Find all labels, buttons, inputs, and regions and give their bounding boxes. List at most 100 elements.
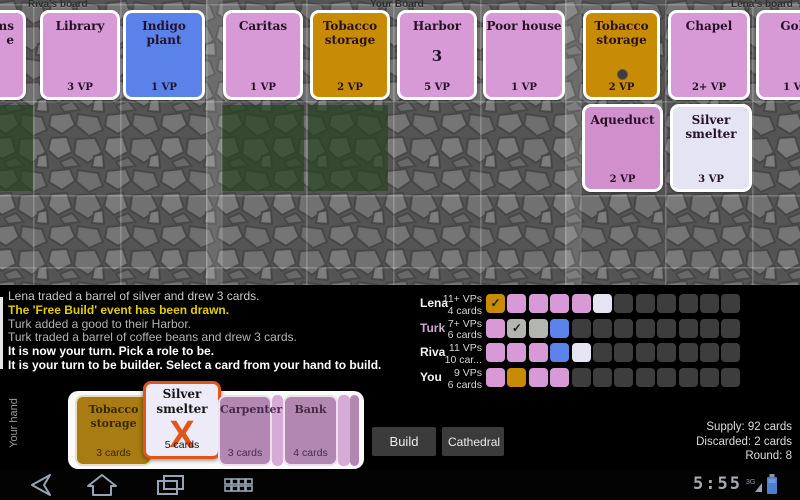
home-icon[interactable] — [82, 471, 122, 499]
board-card-aqueduct[interactable]: Aqueduct 2 VP — [582, 104, 663, 192]
vp-square — [678, 294, 698, 313]
board-card-indigo-plant[interactable]: Indigo plant 1 VP — [123, 10, 205, 100]
player-row-turk: Turk 7+ VPs 6 cards ✓ — [418, 318, 748, 342]
vp-square — [593, 343, 612, 363]
vp-square — [678, 368, 698, 388]
empty-build-slot[interactable] — [0, 105, 33, 191]
hand-card-carpenter[interactable]: Carpenter 3 cards — [218, 395, 283, 466]
vp-square — [721, 318, 741, 338]
vp-square — [571, 368, 591, 388]
player-row-riva: Riva 11 VPs 10 car... — [418, 342, 748, 366]
vp-square: ✓ — [486, 294, 505, 313]
card-counter: 3 — [431, 46, 443, 65]
card-title: Poor house — [486, 19, 562, 33]
board-card-silver-smelter[interactable]: Silver smelter 3 VP — [670, 104, 752, 192]
vp-square — [550, 318, 570, 338]
vp-square — [700, 343, 719, 363]
battery-icon — [767, 474, 777, 494]
vp-square — [528, 368, 548, 388]
board-card-chapel[interactable]: Chapel 2+ VP — [668, 10, 750, 100]
vp-square — [635, 343, 655, 363]
vp-square — [635, 294, 655, 313]
card-count: 3 cards — [96, 447, 131, 459]
vp-square — [550, 368, 570, 388]
board-card-ms-e[interactable]: ms e — [0, 10, 26, 100]
vp-square — [614, 343, 634, 363]
card-title: Carpenter — [220, 403, 283, 416]
apps-grid-icon[interactable] — [218, 471, 262, 499]
card-count: 5 cards — [164, 439, 200, 451]
vp-square — [678, 318, 698, 338]
card-title: Silver smelter — [685, 113, 737, 142]
back-icon[interactable] — [18, 471, 58, 499]
card-title: Gold — [780, 19, 800, 33]
empty-build-slot[interactable] — [308, 105, 388, 191]
player-name: Riva — [420, 345, 446, 360]
card-count: 3 cards — [227, 447, 263, 459]
card-title: Silver smelter — [156, 387, 208, 416]
card-title: Library — [55, 19, 105, 33]
card-vp: 5 VP — [424, 82, 450, 93]
board-card-caritas[interactable]: Caritas 1 VP — [223, 10, 303, 100]
vp-square — [721, 294, 741, 313]
card-vp: 1 VP — [151, 82, 177, 93]
selected-x-mark: X — [169, 414, 195, 456]
build-button[interactable]: Build — [372, 427, 436, 456]
card-title: ms e — [0, 19, 14, 48]
hand-card-edge[interactable] — [272, 395, 283, 466]
hand-card-edge[interactable] — [338, 395, 350, 466]
good-token-icon — [616, 69, 628, 80]
vp-square — [614, 294, 634, 313]
card-vp: 1 VP — [511, 82, 537, 93]
vp-square — [593, 294, 612, 313]
player-row-you: You 9 VPs 6 cards — [418, 367, 748, 391]
clock[interactable]: 5:55 — [693, 474, 742, 494]
board-card-tobacco-storage[interactable]: Tobacco storage 2 VP — [583, 10, 660, 100]
player-name: Turk — [420, 320, 446, 335]
vp-square — [721, 343, 741, 363]
board-card-harbor[interactable]: Harbor 3 5 VP — [397, 10, 477, 100]
card-title: Indigo plant — [142, 19, 186, 48]
card-title: Chapel — [685, 19, 733, 33]
vp-square — [571, 343, 591, 363]
vp-square — [507, 343, 527, 363]
vp-square — [486, 343, 505, 363]
hand-card-silver-smelter[interactable]: Silver smelter X 5 cards — [143, 381, 221, 459]
card-vp: 3 VP — [698, 174, 724, 185]
hand-card-edge[interactable] — [350, 395, 359, 466]
board-card-gold[interactable]: Gold 1 VP — [756, 10, 800, 100]
vp-square — [721, 368, 741, 388]
vp-square — [528, 343, 548, 363]
card-vp: 1 VP — [783, 82, 800, 93]
board-card-tobacco-storage[interactable]: Tobacco storage 2 VP — [310, 10, 390, 100]
card-count: 4 cards — [293, 447, 328, 459]
vp-square — [550, 343, 570, 363]
vp-square — [593, 368, 612, 388]
board-card-library[interactable]: Library 3 VP — [40, 10, 120, 100]
cathedral-button[interactable]: Cathedral — [442, 427, 504, 456]
vp-square — [593, 318, 612, 338]
card-vp: 2 VP — [337, 82, 363, 93]
log-line: Turk added a good to their Harbor. — [8, 316, 191, 331]
recents-icon[interactable] — [150, 471, 190, 499]
hand-card-bank[interactable]: Bank 4 cards — [283, 395, 338, 466]
card-title: Aqueduct — [590, 113, 655, 127]
vp-square — [700, 294, 719, 313]
player-stats: Lena 11+ VPs 4 cards ✓ Turk 7+ VPs 6 cards ✓ Riv… — [418, 293, 748, 393]
android-system-bar: 5:55 3G — [0, 470, 800, 500]
board-divider — [565, 0, 580, 285]
card-title: Bank — [294, 403, 327, 416]
card-title: Tobacco storage — [322, 19, 378, 48]
empty-build-slot[interactable] — [222, 105, 304, 191]
board-card-poor-house[interactable]: Poor house 1 VP — [483, 10, 565, 100]
player-score: 11 VPs 10 car... — [444, 342, 482, 366]
supply-status: Supply: 92 cards Discarded: 2 cards Roun… — [696, 420, 792, 464]
player-row-lena: Lena 11+ VPs 4 cards ✓ — [418, 293, 748, 317]
hand-card-tobacco-storage[interactable]: Tobacco storage 3 cards — [75, 395, 152, 466]
vp-square — [657, 294, 677, 313]
vp-square — [657, 368, 677, 388]
vp-square — [507, 368, 527, 388]
log-scrollbar[interactable] — [0, 297, 3, 369]
player-name: Lena — [420, 296, 449, 310]
